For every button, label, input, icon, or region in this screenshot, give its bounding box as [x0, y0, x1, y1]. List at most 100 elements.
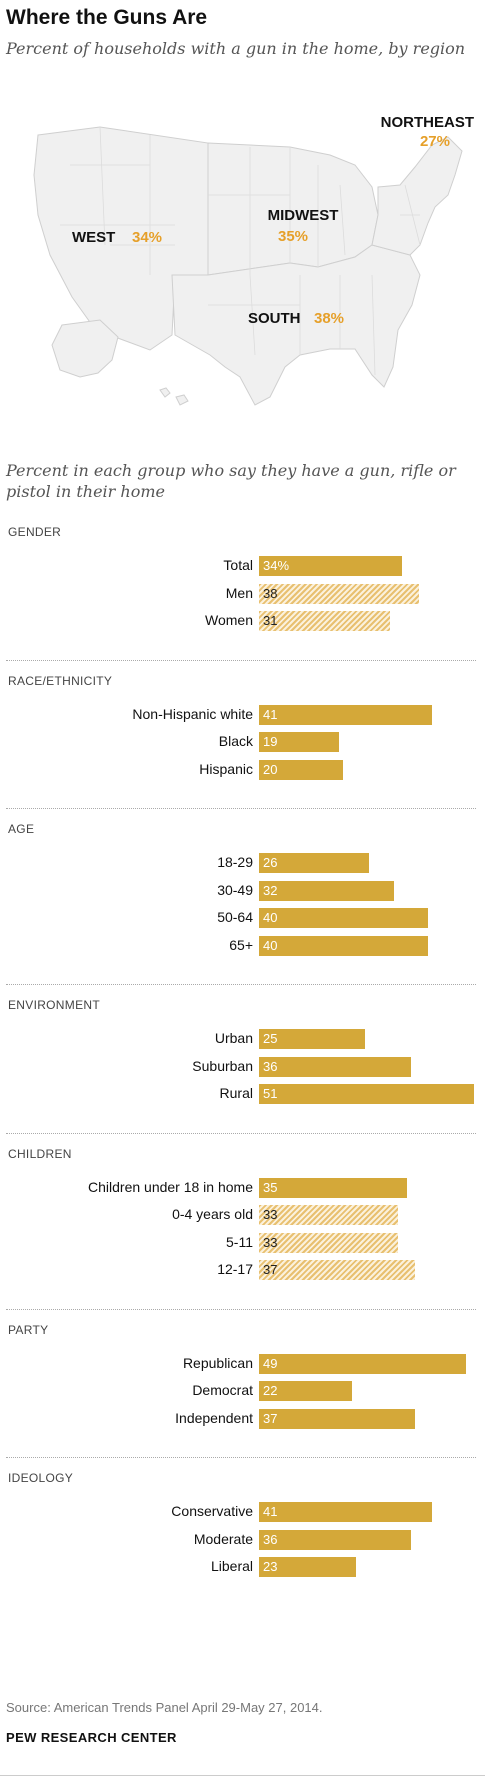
region-label-west: WEST [72, 229, 115, 246]
bar: 19 [259, 732, 340, 752]
bar: 36 [259, 1529, 411, 1550]
bar-value-label: 23 [263, 1559, 278, 1574]
bar: 40 [259, 908, 428, 928]
bar-label: Republican [182, 1354, 253, 1371]
bar-row: 18-29 26 [0, 852, 485, 874]
bar: 37 [259, 1408, 416, 1429]
bar-value-label: 36 [263, 1058, 278, 1074]
region-label-south: SOUTH [248, 310, 301, 327]
bar: 40 [259, 935, 428, 956]
state-borders [60, 126, 421, 376]
bar-label: Moderate [193, 1530, 253, 1547]
bar-row: Hispanic 20 [0, 759, 485, 781]
bar-value-label: 31 [263, 613, 278, 628]
bar-row: Urban 25 [0, 1028, 485, 1050]
bar: 31 [259, 611, 390, 631]
bar-row: Suburban 36 [0, 1056, 485, 1078]
group-heading: PARTY [8, 1322, 49, 1337]
bar-label: Urban [214, 1030, 253, 1046]
group-separator [6, 984, 476, 985]
region-value-south: 38% [314, 310, 344, 327]
bar-label: 12-17 [217, 1261, 253, 1277]
us-map-outline [33, 126, 463, 406]
group-heading: GENDER [8, 525, 62, 539]
south-region-shape [171, 244, 421, 406]
region-label-midwest: MIDWEST [268, 207, 339, 224]
region-value-northeast: 27% [420, 133, 450, 150]
bar-value-label: 33 [263, 1234, 278, 1250]
source-note: Source: American Trends Panel April 29-M… [6, 1700, 323, 1715]
bar-value-label: 26 [263, 855, 278, 870]
bar-row: 12-17 37 [0, 1259, 485, 1281]
bar-value-label: 40 [263, 937, 278, 953]
bar: 41 [259, 1502, 433, 1522]
bar-label: 18-29 [217, 854, 253, 870]
bar-row: 65+ 40 [0, 935, 485, 957]
bar-row: 5-11 33 [0, 1232, 485, 1254]
bar-label: 5-11 [226, 1233, 253, 1250]
bar-value-label: 49 [263, 1355, 278, 1371]
bar-row: Total 34% [0, 555, 485, 577]
bar-value-label: 38 [263, 585, 278, 601]
bar-label: Rural [219, 1085, 253, 1101]
group-heading: CHILDREN [8, 1146, 72, 1161]
bar-label: Suburban [192, 1057, 253, 1074]
bar: 32 [259, 880, 395, 901]
bar-row: 30-49 32 [0, 880, 485, 902]
region-value-west: 34% [132, 229, 162, 246]
region-label-northeast: NORTHEAST [381, 114, 474, 131]
alaska-shape [51, 319, 119, 378]
bar: 49 [259, 1353, 466, 1374]
bar-label: Independent [175, 1409, 253, 1426]
group-separator [6, 1308, 476, 1310]
brand-logo-text: PEW RESEARCH CENTER [6, 1730, 177, 1745]
bar-label: Democrat [192, 1382, 253, 1398]
bar-row: Women 31 [0, 610, 485, 632]
bar-value-label: 40 [263, 910, 278, 925]
bar: 51 [259, 1084, 475, 1104]
group-heading: AGE [8, 822, 35, 836]
bar-row: Non-Hispanic white 41 [0, 704, 485, 726]
bar: 26 [259, 853, 369, 873]
bar-row: Men 38 [0, 583, 485, 605]
bar-row: Conservative 41 [0, 1501, 485, 1523]
bar-row: Rural 51 [0, 1083, 485, 1105]
bar: 35 [259, 1177, 407, 1198]
bar-row: Democrat 22 [0, 1380, 485, 1402]
bar: 22 [259, 1381, 352, 1401]
bar-label: Non-Hispanic white [132, 705, 253, 722]
bar-value-label: 41 [263, 706, 278, 722]
group-separator [6, 808, 476, 809]
bar: 23 [259, 1557, 357, 1577]
bar-value-label: 51 [263, 1086, 278, 1101]
bar-label: 65+ [229, 936, 253, 953]
group-separator [6, 1457, 476, 1458]
bar-value-label: 22 [263, 1383, 278, 1398]
bar: 37 [259, 1260, 416, 1280]
bar-value-label: 37 [263, 1410, 278, 1426]
bar-value-label: 25 [263, 1031, 278, 1046]
bar-label: Women [205, 612, 253, 628]
bar-value-label: 34% [263, 558, 290, 573]
bar-label: Conservative [171, 1503, 253, 1519]
chart-title: Where the Guns Are [6, 6, 208, 29]
bar-label: 30-49 [217, 881, 253, 898]
bar-row: 50-64 40 [0, 907, 485, 929]
bar-value-label: 36 [263, 1531, 278, 1547]
bar-value-label: 35 [263, 1179, 278, 1195]
bar-label: 0-4 years old [172, 1206, 253, 1222]
bar-label: Total [223, 557, 253, 573]
bar-label: 50-64 [217, 909, 253, 925]
bar-value-label: 20 [263, 761, 278, 777]
group-separator [6, 659, 476, 661]
chart-subtitle: Percent in each group who say they have … [6, 461, 456, 501]
group-heading: RACE/ETHNICITY [8, 673, 113, 688]
bar: 20 [259, 759, 344, 780]
bar-label: Liberal [210, 1558, 253, 1574]
map-subtitle: Percent of households with a gun in the … [6, 39, 466, 58]
group-heading: ENVIRONMENT [8, 998, 100, 1012]
bar-label: Hispanic [199, 760, 253, 777]
bar-value-label: 33 [263, 1207, 278, 1222]
bar-row: Black 19 [0, 731, 485, 753]
bar: 34% [259, 556, 403, 576]
